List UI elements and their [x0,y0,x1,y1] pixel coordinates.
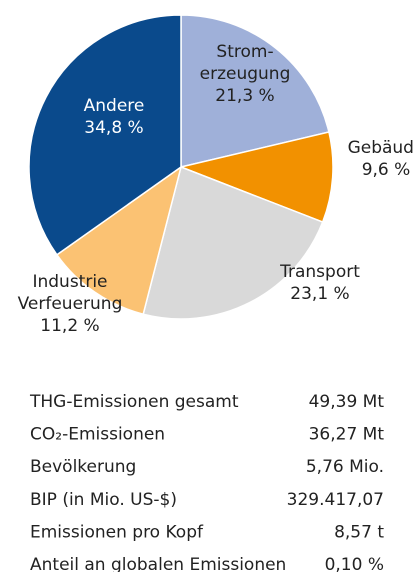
row-label: THG-Emissionen gesamt [29,392,239,412]
slice-label: Industrie [32,272,107,292]
slice-label: Andere [84,96,145,116]
slice-label: Transport [279,262,360,282]
pie-slice [55,165,183,316]
row-value: 5,76 Mio. [306,457,384,477]
row-label: Emissionen pro Kopf [30,522,204,542]
row-value: 36,27 Mt [309,425,385,445]
row-value: 0,10 % [325,555,384,572]
slice-value: 21,3 % [215,86,274,106]
row-label: CO₂-Emissionen [30,425,165,445]
slice-value: 23,1 % [290,284,349,304]
slice-label: Strom- [216,42,273,62]
row-label: Bevölkerung [30,457,136,477]
slice-value: 34,8 % [84,118,143,138]
pie-slice [142,165,324,320]
row-value: 8,57 t [334,522,384,542]
slice-value: 9,6 % [362,160,411,180]
pie-slice [180,14,330,168]
row-value: 49,39 Mt [309,392,385,412]
slice-label: Verfeuerung [18,294,123,314]
row-label: Anteil an globalen Emissionen [30,555,286,572]
row-value: 329.417,07 [287,490,384,510]
slice-label: erzeugung [200,64,291,84]
pie-slice [178,131,334,224]
pie-slice [28,14,182,256]
slice-value: 11,2 % [40,316,99,336]
slice-label: Gebäude [348,138,414,158]
row-label: BIP (in Mio. US-$) [30,490,177,510]
